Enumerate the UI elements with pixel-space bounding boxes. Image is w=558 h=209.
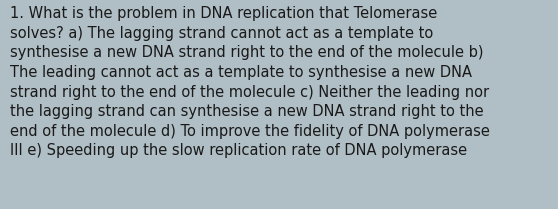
- Text: 1. What is the problem in DNA replication that Telomerase
solves? a) The lagging: 1. What is the problem in DNA replicatio…: [10, 6, 490, 158]
